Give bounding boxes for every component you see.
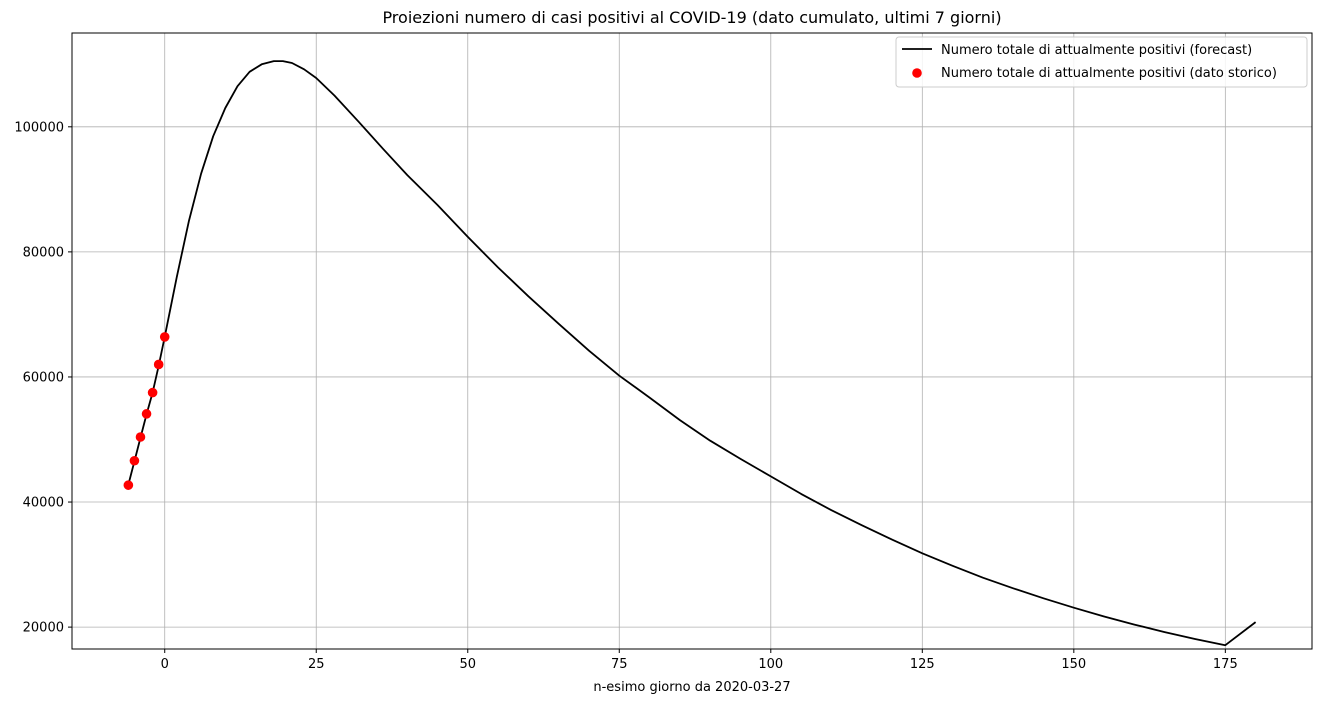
y-tick-label: 60000 xyxy=(23,370,64,385)
plot-frame xyxy=(71,32,1313,650)
y-tick-label: 20000 xyxy=(23,621,64,636)
x-tick-label: 75 xyxy=(611,657,628,672)
series-line-forecast xyxy=(127,60,1257,647)
data-point-historical xyxy=(159,332,170,342)
x-tick-label: 175 xyxy=(1213,657,1238,672)
x-tick-label: 125 xyxy=(910,657,935,672)
x-tick-label: 100 xyxy=(758,657,783,672)
x-axis-label: n-esimo giorno da 2020-03-27 xyxy=(593,680,790,695)
data-point-historical xyxy=(147,387,158,398)
grid xyxy=(72,33,1312,649)
legend: Numero totale di attualmente positivi (f… xyxy=(895,36,1308,88)
y-tick-label: 80000 xyxy=(23,245,64,260)
data-point-historical xyxy=(135,432,146,442)
y-tick-label: 40000 xyxy=(23,496,64,511)
data-point-historical xyxy=(141,409,152,419)
chart-title: Proiezioni numero di casi positivi al CO… xyxy=(382,8,1001,27)
x-axis: 0 25 50 75 100 125 150 175 xyxy=(161,649,1238,672)
x-tick-label: 50 xyxy=(459,657,476,672)
x-tick-label: 25 xyxy=(308,657,325,672)
y-tick-label: 100000 xyxy=(14,120,64,135)
legend-label-forecast: Numero totale di attualmente positivi (f… xyxy=(941,43,1252,58)
data-point-historical xyxy=(129,455,140,466)
y-axis: 20000 40000 60000 80000 100000 xyxy=(14,120,72,636)
legend-box xyxy=(895,36,1308,88)
x-tick-label: 150 xyxy=(1061,657,1086,672)
legend-marker-swatch xyxy=(912,68,922,78)
plot-area xyxy=(123,60,1257,647)
data-point-historical xyxy=(123,480,134,490)
x-tick-label: 0 xyxy=(161,657,169,672)
legend-label-historical: Numero totale di attualmente positivi (d… xyxy=(941,66,1277,81)
data-point-historical xyxy=(153,359,164,370)
